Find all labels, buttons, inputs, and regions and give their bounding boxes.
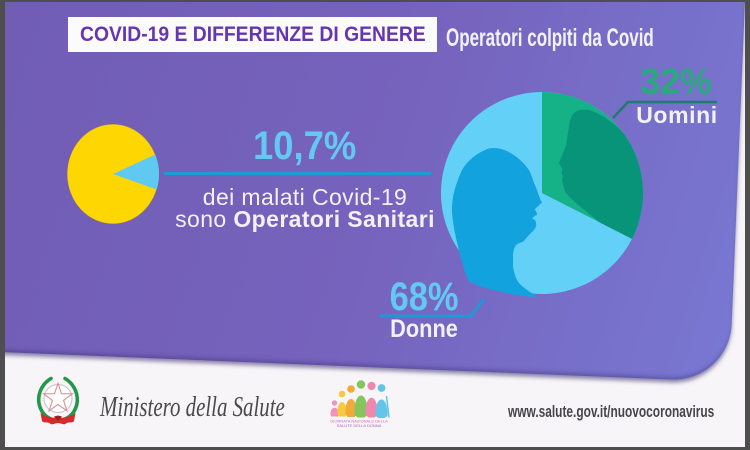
svg-text:SALUTE DELLA DONNA: SALUTE DELLA DONNA bbox=[337, 423, 382, 428]
svg-text:GIORNATA NAZIONALE DELLA: GIORNATA NAZIONALE DELLA bbox=[330, 419, 388, 424]
